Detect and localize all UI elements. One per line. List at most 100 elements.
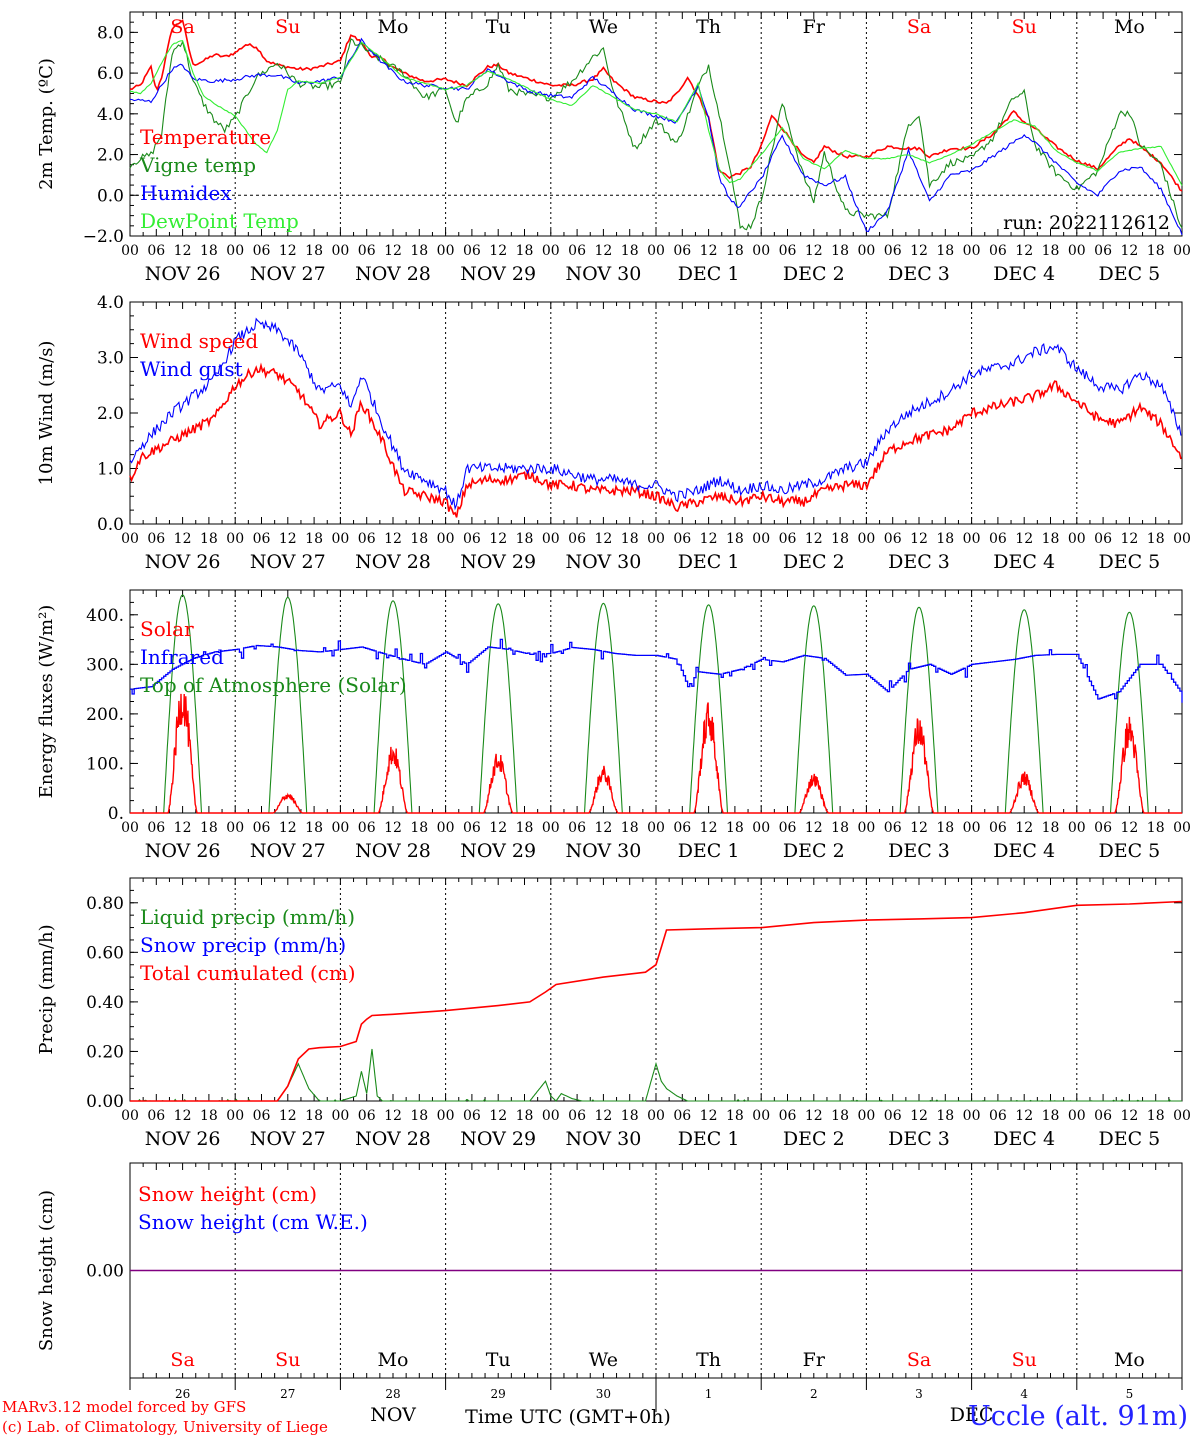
panel-1-hour-label: 00	[121, 531, 139, 547]
day-number-label: 30	[596, 1387, 611, 1401]
weekday-label-bottom: Th	[696, 1349, 721, 1371]
panel-0-ylabel: 2m Temp. (ºC)	[36, 58, 57, 190]
panel-1-hour-label: 12	[700, 531, 718, 547]
panel-0-hour-label: 12	[594, 243, 612, 259]
panel-3-legend-red: Total cumulated (cm)	[140, 961, 356, 985]
panel-2-hour-label: 06	[884, 820, 902, 836]
station-name: Uccle (alt. 91m)	[968, 1401, 1188, 1432]
panel-2-hour-label: 18	[516, 820, 534, 836]
panel-2-hour-label: 06	[989, 820, 1007, 836]
panel-1-ytick-label: 2.0	[97, 404, 124, 424]
panel-1-hour-label: 00	[1068, 531, 1086, 547]
weekday-label-bottom: Sa	[170, 1349, 194, 1371]
credit-line-2: (c) Lab. of Climatology, University of L…	[2, 1418, 328, 1436]
weekday-label-top: Fr	[803, 16, 826, 38]
panel-0-date-label: NOV 29	[460, 263, 536, 285]
panel-1-hour-label: 00	[647, 531, 665, 547]
panel-3-ylabel: Precip (mm/h)	[36, 924, 57, 1054]
panel-0-hour-label: 18	[516, 243, 534, 259]
panel-0-legend-green: Vigne temp	[139, 153, 256, 177]
panel-3-hour-label: 00	[121, 1108, 139, 1124]
panel-2-hour-label: 12	[1120, 820, 1138, 836]
panel-1-hour-label: 06	[253, 531, 271, 547]
panel-0-hour-label: 12	[1015, 243, 1033, 259]
weekday-label-top: Mo	[1114, 16, 1145, 38]
panel-0-hour-label: 00	[331, 243, 349, 259]
panel-0-hour-label: 18	[200, 243, 218, 259]
panel-3-date-label: DEC 5	[1099, 1128, 1161, 1150]
panel-1-date-label: NOV 27	[250, 551, 326, 573]
panel-0-hour-label: 00	[752, 243, 770, 259]
credit-line-1: MARv3.12 model forced by GFS	[2, 1398, 247, 1416]
panel-1-hour-label: 06	[779, 531, 797, 547]
panel-0-date-label: NOV 30	[565, 263, 641, 285]
panel-3-hour-label: 12	[384, 1108, 402, 1124]
panel-1-hour-label: 18	[726, 531, 744, 547]
panel-2-hour-label: 18	[1147, 820, 1165, 836]
panel-2-hour-label: 12	[910, 820, 928, 836]
panel-0-hour-label: 12	[174, 243, 192, 259]
panel-1-hour-label: 12	[279, 531, 297, 547]
panel-2-hour-label: 00	[1173, 820, 1191, 836]
panel-1-hour-label: 18	[410, 531, 428, 547]
panel-2-hour-label: 06	[568, 820, 586, 836]
panel-3-hour-label: 00	[331, 1108, 349, 1124]
panel-1-hour-label: 12	[384, 531, 402, 547]
panel-1-hour-label: 18	[200, 531, 218, 547]
wind-series-red	[129, 362, 1182, 518]
panel-1-hour-label: 18	[621, 531, 639, 547]
panel-1-hour-label: 12	[1015, 531, 1033, 547]
panel-2-ytick-label: 100.	[86, 754, 124, 774]
panel-0-hour-label: 06	[884, 243, 902, 259]
panel-0-ytick-label: 0.0	[97, 186, 124, 206]
panel-2-hour-label: 18	[726, 820, 744, 836]
panel-1-hour-label: 12	[1120, 531, 1138, 547]
weekday-label-top: We	[589, 16, 618, 38]
run-annotation: run: 2022112612	[1003, 212, 1170, 234]
panel-3-ytick-label: 0.60	[86, 943, 124, 963]
panel-2-hour-label: 12	[279, 820, 297, 836]
weekday-label-bottom: Mo	[1114, 1349, 1145, 1371]
panel-3-date-label: DEC 2	[783, 1128, 845, 1150]
panel-3-hour-label: 06	[253, 1108, 271, 1124]
panel-0-hour-label: 12	[489, 243, 507, 259]
month-label-nov: NOV	[370, 1404, 416, 1426]
panel-1-hour-label: 18	[831, 531, 849, 547]
panel-2-ytick-label: 400.	[86, 606, 124, 626]
panel-3-date-label: NOV 26	[145, 1128, 221, 1150]
panel-0-date-label: DEC 2	[783, 263, 845, 285]
panel-1-hour-label: 18	[1147, 531, 1165, 547]
panel-2-hour-label: 06	[147, 820, 165, 836]
panel-1-hour-label: 12	[910, 531, 928, 547]
panel-1-date-label: NOV 28	[355, 551, 431, 573]
panel-3-hour-label: 00	[226, 1108, 244, 1124]
panel-2-hour-label: 00	[226, 820, 244, 836]
panel-2-legend-red: Solar	[140, 617, 194, 641]
panel-3-hour-label: 12	[805, 1108, 823, 1124]
panel-3-hour-label: 06	[568, 1108, 586, 1124]
panel-0-hour-label: 00	[647, 243, 665, 259]
panel-0-hour-label: 00	[857, 243, 875, 259]
panel-0-hour-label: 00	[1068, 243, 1086, 259]
panel-3-hour-label: 06	[989, 1108, 1007, 1124]
panel-0-ytick-label: 8.0	[97, 23, 124, 43]
panel-2-ytick-label: 300.	[86, 655, 124, 675]
panel-0-hour-label: 18	[831, 243, 849, 259]
panel-2-hour-label: 18	[200, 820, 218, 836]
panel-0-ytick-label: 4.0	[97, 105, 124, 125]
panel-2-hour-label: 00	[121, 820, 139, 836]
panel-4-legend-red: Snow height (cm)	[138, 1182, 317, 1206]
panel-3-hour-label: 06	[358, 1108, 376, 1124]
panel-0-hour-label: 18	[936, 243, 954, 259]
total-cumulated-series	[130, 900, 1183, 1102]
panel-0-date-label: NOV 28	[355, 263, 431, 285]
panel-1-date-label: DEC 4	[993, 551, 1055, 573]
panel-3-ytick-label: 0.40	[86, 993, 124, 1013]
panel-1-hour-label: 00	[437, 531, 455, 547]
panel-2-hour-label: 00	[963, 820, 981, 836]
temp-series-green	[129, 38, 1183, 231]
panel-1-hour-label: 06	[147, 531, 165, 547]
panel-0-date-label: DEC 3	[888, 263, 950, 285]
weekday-label-top: Su	[1012, 16, 1037, 38]
panel-0-hour-label: 06	[779, 243, 797, 259]
